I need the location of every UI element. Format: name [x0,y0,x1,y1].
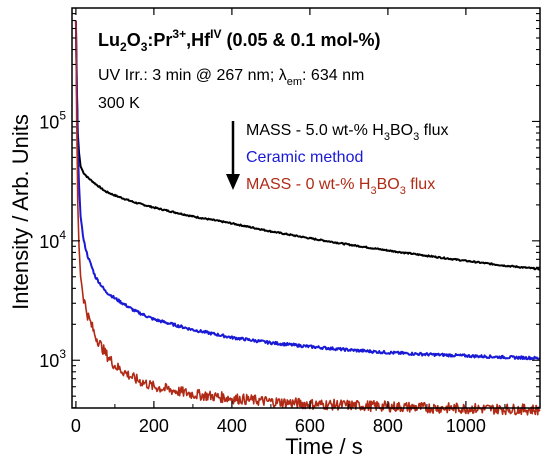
legend-item-2: Ceramic method [246,149,363,166]
series-group [74,20,541,416]
series-line-3 [75,20,541,416]
x-tick-label: 400 [217,416,247,436]
x-tick-label: 800 [373,416,403,436]
y-tick-label: 105 [39,108,66,132]
legend-item-1: MASS - 5.0 wt-% H3BO3 flux [246,122,449,143]
x-tick-label: 600 [295,416,325,436]
x-tick-label: 0 [71,416,81,436]
legend-item-3: MASS - 0 wt-% H3BO3 flux [246,176,435,197]
x-tick-label: 1000 [446,416,486,436]
y-tick-label: 103 [39,347,66,371]
y-axis-title: Intensity / Arb. Units [8,114,33,310]
down-arrow-icon [226,121,240,190]
series-line-2 [74,20,541,361]
conditions-line-1: UV Irr.: 3 min @ 267 nm; λem: 634 nm [98,67,364,88]
axes: 0 200 400 600 800 1000 103 104 105 [39,7,541,436]
y-tick-label: 104 [39,228,66,252]
plot-frame [71,7,541,409]
x-axis-title: Time / s [285,434,362,459]
x-tick-label: 200 [139,416,169,436]
series-line-1 [74,20,541,271]
conditions-line-2: 300 K [98,95,140,112]
chart-title: Lu2O3:Pr3+,HfIV (0.05 & 0.1 mol-%) [98,27,381,54]
